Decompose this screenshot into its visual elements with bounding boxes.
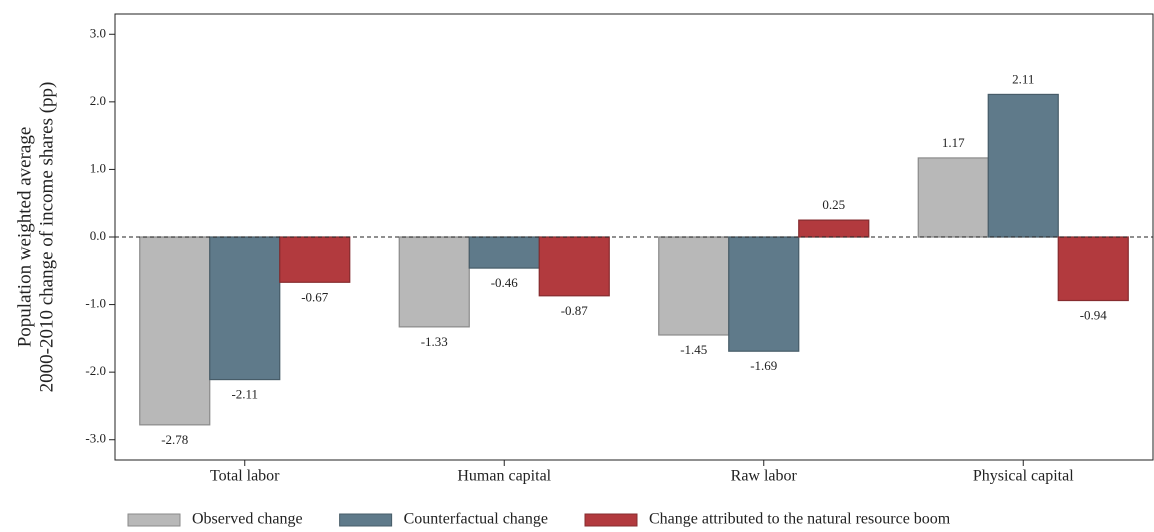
y-tick-label: 3.0 xyxy=(90,25,106,40)
y-tick-label: 2.0 xyxy=(90,93,106,108)
data-label: -1.69 xyxy=(750,358,777,373)
legend-swatch xyxy=(339,513,393,527)
y-axis-label: Population weighted average xyxy=(14,127,35,348)
bar xyxy=(468,236,540,269)
data-label: -2.11 xyxy=(231,387,258,402)
data-label: 2.11 xyxy=(1012,71,1034,86)
bar xyxy=(538,236,610,297)
bar xyxy=(987,93,1059,238)
data-label: -0.87 xyxy=(561,303,589,318)
legend-swatch xyxy=(127,513,181,527)
bar xyxy=(279,236,351,283)
bar xyxy=(917,157,989,238)
bar xyxy=(139,236,211,426)
data-label: -2.78 xyxy=(161,432,188,447)
x-tick-label: Human capital xyxy=(457,468,551,485)
data-label: -0.94 xyxy=(1080,308,1108,323)
data-label: -0.67 xyxy=(301,289,329,304)
bar xyxy=(658,236,730,336)
y-tick-label: -1.0 xyxy=(85,296,106,311)
legend-label: Counterfactual change xyxy=(404,511,548,528)
data-label: 1.17 xyxy=(942,135,965,150)
data-label: 0.25 xyxy=(822,197,845,212)
y-tick-label: -2.0 xyxy=(85,363,106,378)
legend-label: Change attributed to the natural resourc… xyxy=(649,511,951,528)
data-label: -0.46 xyxy=(491,275,519,290)
legend-swatch xyxy=(584,513,638,527)
data-label: -1.45 xyxy=(680,342,707,357)
bar xyxy=(798,219,870,238)
bar xyxy=(398,236,470,328)
data-label: -1.33 xyxy=(421,334,448,349)
x-tick-label: Raw labor xyxy=(731,468,798,485)
y-axis-label: 2000-2010 change of income shares (pp) xyxy=(36,82,57,393)
legend-label: Observed change xyxy=(192,511,303,528)
y-tick-label: -3.0 xyxy=(85,431,106,446)
y-tick-label: 0.0 xyxy=(90,228,106,243)
bar xyxy=(1057,236,1129,302)
y-tick-label: 1.0 xyxy=(90,160,106,175)
x-tick-label: Total labor xyxy=(210,468,280,485)
bar xyxy=(728,236,800,352)
x-tick-label: Physical capital xyxy=(973,468,1074,485)
bar xyxy=(209,236,281,381)
